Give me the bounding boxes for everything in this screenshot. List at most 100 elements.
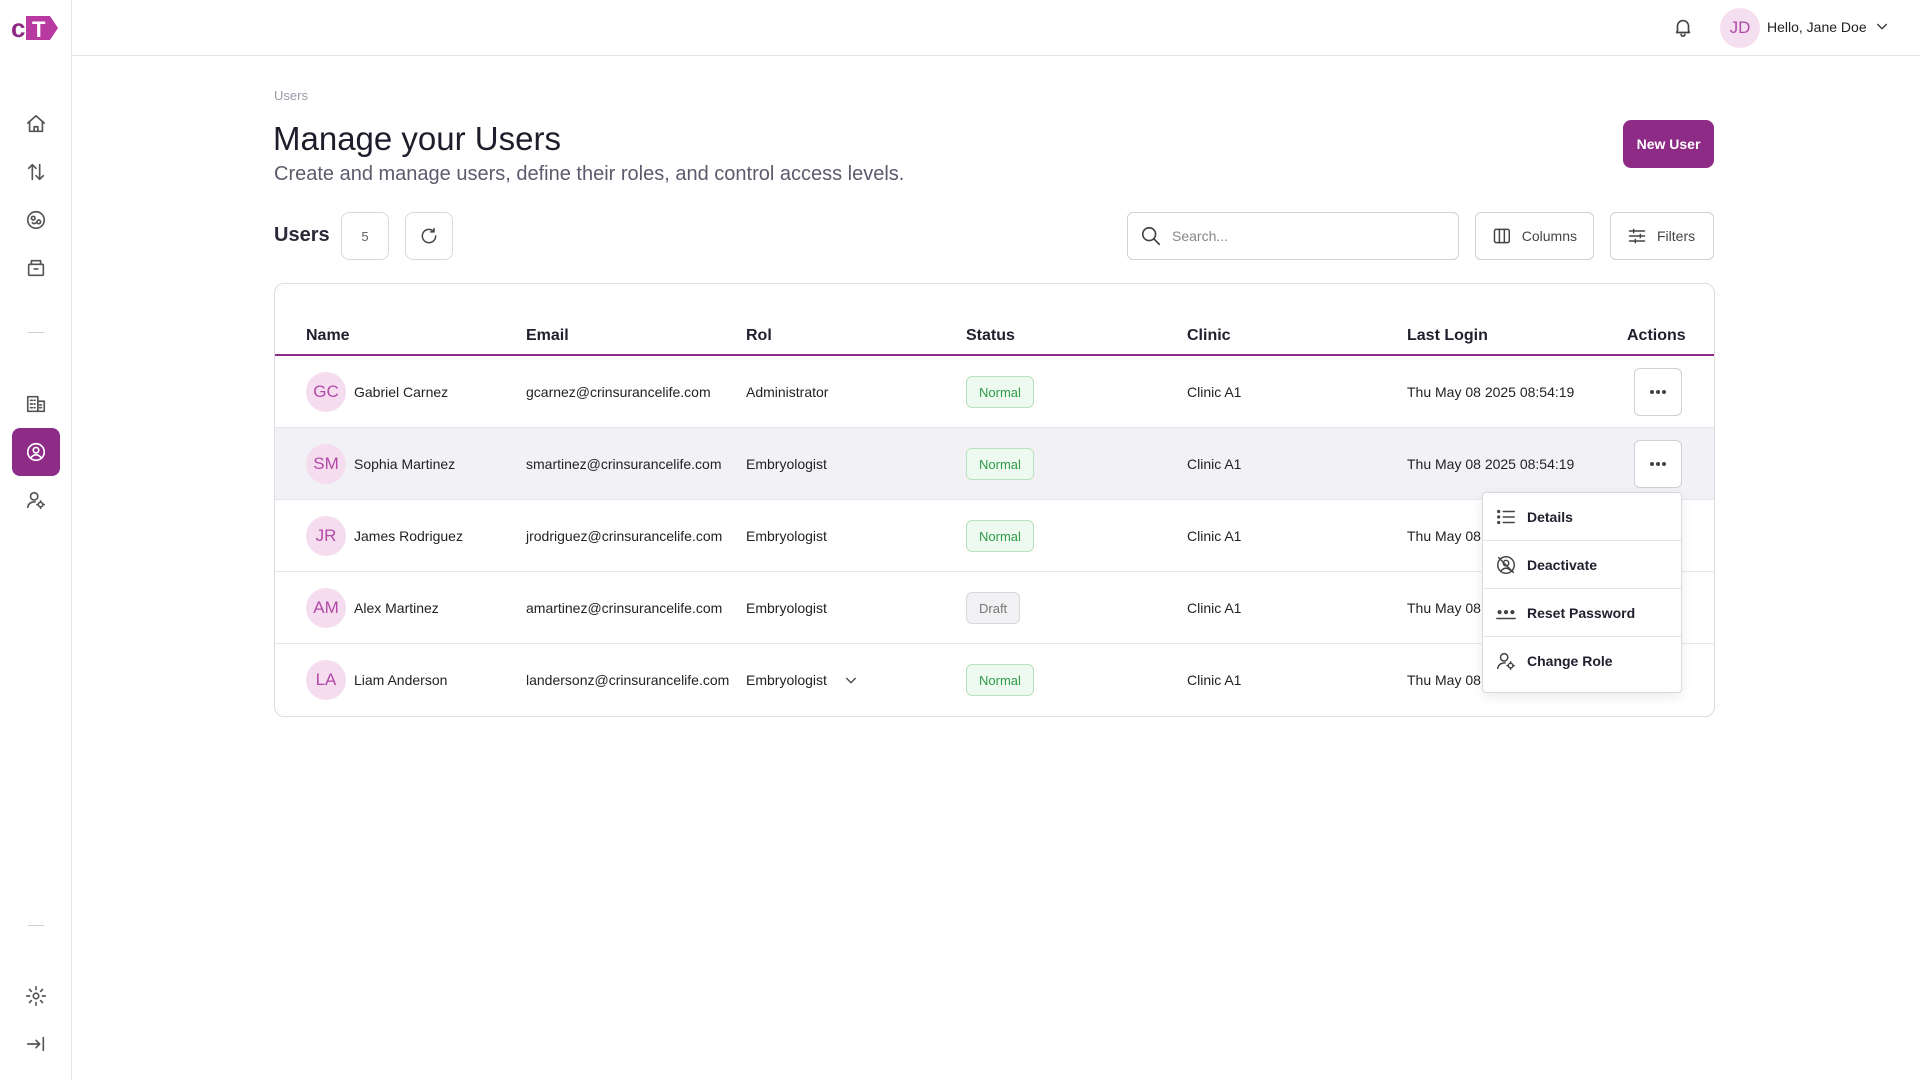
columns-label: Columns xyxy=(1521,228,1577,244)
building-icon xyxy=(26,395,46,413)
nav-embryos[interactable] xyxy=(12,196,60,244)
table-row[interactable]: AM Alex Martinez amartinez@crinsuranceli… xyxy=(275,572,1714,644)
role-cell: Embryologist xyxy=(746,600,827,616)
avatar: SM xyxy=(306,444,346,484)
email-cell: gcarnez@crinsurancelife.com xyxy=(526,384,711,400)
deactivate-icon xyxy=(1497,555,1515,574)
user-name: Gabriel Carnez xyxy=(354,384,449,400)
column-header-name[interactable]: Name xyxy=(306,327,350,344)
menu-item-label: Details xyxy=(1527,508,1573,525)
refresh-button[interactable] xyxy=(405,212,453,260)
row-actions-menu: Details Deactivate Reset Password Change… xyxy=(1482,492,1682,693)
user-name: Liam Anderson xyxy=(354,672,448,688)
nav-user-settings[interactable] xyxy=(12,476,60,524)
list-icon xyxy=(1497,509,1515,524)
status-cell: Draft xyxy=(966,572,1021,644)
nav-home[interactable] xyxy=(12,100,60,148)
search-input[interactable] xyxy=(1172,228,1432,244)
avatar: AM xyxy=(306,588,346,628)
role-cell: Embryologist xyxy=(746,456,827,472)
embryo-icon xyxy=(26,210,46,230)
more-horizontal-icon xyxy=(1650,462,1666,466)
user-greeting[interactable]: Hello, Jane Doe xyxy=(1767,19,1867,35)
nav-collapse[interactable] xyxy=(12,1020,60,1068)
clinic-cell: Clinic A1 xyxy=(1187,528,1242,544)
column-header-clinic[interactable]: Clinic xyxy=(1187,327,1231,344)
role-value: Embryologist xyxy=(746,672,827,688)
top-bar xyxy=(72,0,1920,56)
nav-storage[interactable] xyxy=(12,244,60,292)
name-cell: SM Sophia Martinez xyxy=(306,428,455,500)
bell-icon xyxy=(1675,19,1691,37)
user-avatar[interactable]: JD xyxy=(1720,8,1760,48)
sidebar-divider-bottom xyxy=(28,925,44,926)
status-cell: Normal xyxy=(966,428,1034,500)
columns-button[interactable]: Columns xyxy=(1475,212,1594,260)
users-table: Name Email Rol Status Clinic Last Login … xyxy=(274,283,1715,717)
app-logo[interactable]: c T xyxy=(10,12,60,44)
menu-item-label: Deactivate xyxy=(1527,556,1598,573)
filters-button[interactable]: Filters xyxy=(1610,212,1714,260)
status-cell: Normal xyxy=(966,500,1034,572)
status-badge: Normal xyxy=(966,664,1034,696)
transfer-icon xyxy=(27,163,45,181)
avatar: GC xyxy=(306,372,346,412)
table-row[interactable]: GC Gabriel Carnez gcarnez@crinsurancelif… xyxy=(275,356,1714,428)
collapse-icon xyxy=(26,1036,45,1052)
user-menu-toggle[interactable] xyxy=(1874,18,1894,38)
user-count: 5 xyxy=(341,212,389,260)
status-cell: Normal xyxy=(966,356,1034,428)
clinic-cell: Clinic A1 xyxy=(1187,600,1242,616)
home-icon xyxy=(26,114,46,133)
new-user-button[interactable]: New User xyxy=(1623,120,1714,168)
users-section-label: Users xyxy=(274,224,330,246)
role-cell: Administrator xyxy=(746,384,829,400)
sidebar: c T xyxy=(0,0,72,1080)
page-subtitle: Create and manage users, define their ro… xyxy=(274,163,905,185)
column-header-actions: Actions xyxy=(1627,327,1686,344)
notification-bell[interactable] xyxy=(1672,16,1696,40)
password-icon xyxy=(1496,609,1516,619)
column-header-last-login[interactable]: Last Login xyxy=(1407,327,1488,344)
row-actions-button[interactable] xyxy=(1634,368,1682,416)
menu-item-deactivate[interactable]: Deactivate xyxy=(1483,541,1681,589)
row-actions-button[interactable] xyxy=(1634,440,1682,488)
nav-users[interactable] xyxy=(12,428,60,476)
refresh-icon xyxy=(421,227,437,244)
menu-item-label: Reset Password xyxy=(1527,604,1636,621)
table-row[interactable]: LA Liam Anderson landersonz@crinsurancel… xyxy=(275,644,1714,716)
table-row[interactable]: JR James Rodriguez jrodriguez@crinsuranc… xyxy=(275,500,1714,572)
chevron-down-icon xyxy=(845,677,857,684)
storage-icon xyxy=(27,259,45,277)
name-cell: LA Liam Anderson xyxy=(306,644,447,716)
menu-item-label: Change Role xyxy=(1527,653,1613,669)
email-cell: amartinez@crinsurancelife.com xyxy=(526,600,723,616)
avatar: LA xyxy=(306,660,346,700)
role-cell: Embryologist xyxy=(746,528,827,544)
name-cell: AM Alex Martinez xyxy=(306,572,439,644)
role-dropdown-toggle[interactable] xyxy=(843,672,859,688)
nav-clinics[interactable] xyxy=(12,380,60,428)
avatar: JR xyxy=(306,516,346,556)
user-name: James Rodriguez xyxy=(354,528,463,544)
table-header: Name Email Rol Status Clinic Last Login … xyxy=(275,318,1714,356)
nav-settings[interactable] xyxy=(12,972,60,1020)
user-name: Sophia Martinez xyxy=(354,456,456,472)
breadcrumb[interactable]: Users xyxy=(274,88,308,103)
sidebar-divider xyxy=(28,332,44,333)
menu-item-details[interactable]: Details xyxy=(1483,493,1681,541)
column-header-email[interactable]: Email xyxy=(526,327,569,344)
nav-transfers[interactable] xyxy=(12,148,60,196)
column-header-role[interactable]: Rol xyxy=(746,327,772,344)
last-login-cell: Thu May 08 xyxy=(1407,528,1481,544)
gear-icon xyxy=(26,986,46,1006)
user-settings-icon xyxy=(26,491,46,510)
user-circle-icon xyxy=(26,442,46,462)
table-row[interactable]: SM Sophia Martinez smartinez@crinsurance… xyxy=(275,428,1714,500)
chevron-down-icon xyxy=(1876,23,1888,30)
menu-item-reset-password[interactable]: Reset Password xyxy=(1483,589,1681,637)
search-field[interactable] xyxy=(1127,212,1459,260)
column-header-status[interactable]: Status xyxy=(966,327,1015,344)
status-badge: Normal xyxy=(966,448,1034,480)
menu-item-change-role[interactable]: Change Role xyxy=(1483,637,1681,685)
